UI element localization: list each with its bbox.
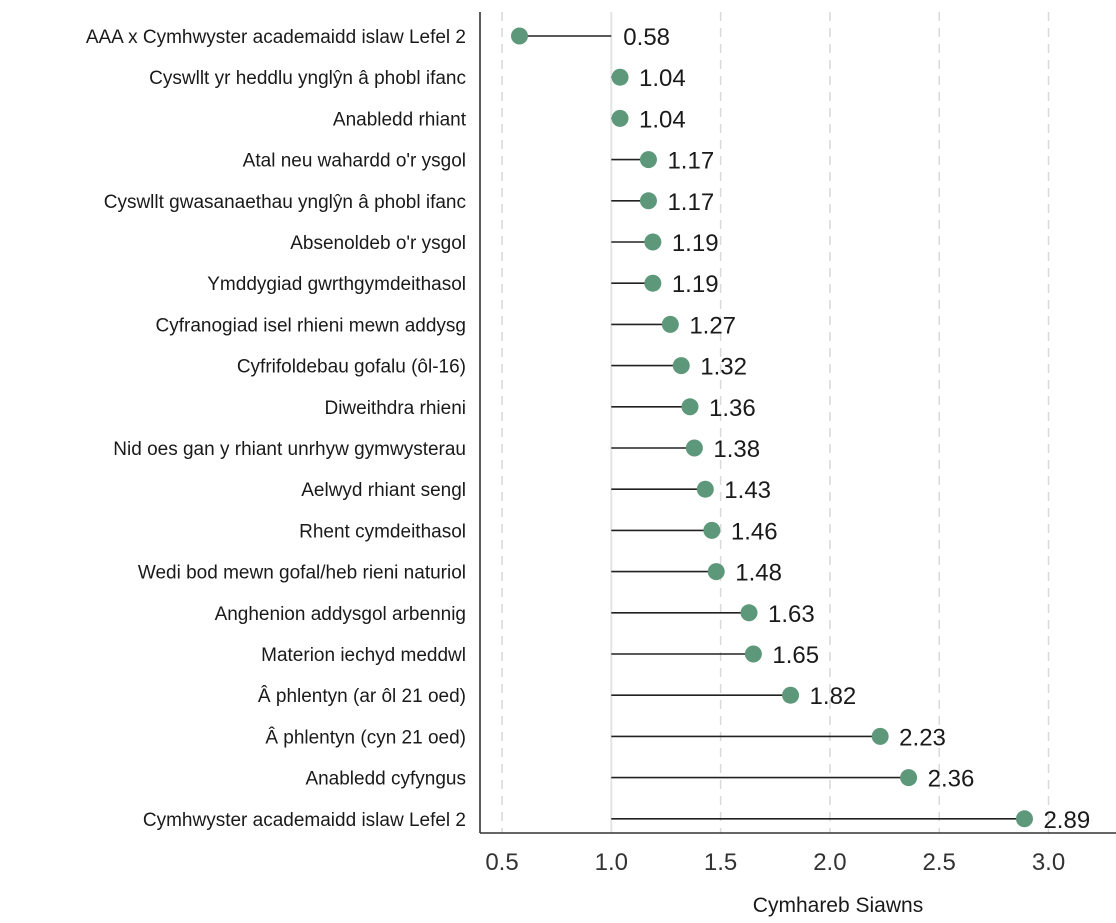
- value-label: 1.43: [724, 477, 771, 504]
- value-label: 2.36: [928, 766, 975, 793]
- category-label: Anabledd cyfyngus: [305, 769, 466, 790]
- category-label: Cymhwyster academaidd islaw Lefel 2: [143, 810, 466, 831]
- category-label: AAA x Cymhwyster academaidd islaw Lefel …: [86, 27, 466, 48]
- stem-layer: [519, 35, 1025, 820]
- category-label: Anabledd rhiant: [333, 109, 467, 130]
- category-label: Â phlentyn (ar ôl 21 oed): [258, 685, 466, 707]
- x-tick-label: 2.0: [813, 849, 846, 876]
- category-label: Cyfrifoldebau gofalu (ôl-16): [237, 357, 466, 378]
- lollipop-marker: [672, 357, 690, 375]
- value-label: 1.32: [700, 354, 747, 381]
- lollipop-marker: [740, 604, 758, 622]
- lollipop-marker: [1015, 810, 1033, 828]
- category-label: Â phlentyn (cyn 21 oed): [265, 726, 466, 748]
- lollipop-marker: [644, 274, 662, 292]
- value-label: 1.65: [772, 642, 819, 669]
- x-tick-label: 2.5: [923, 849, 956, 876]
- category-label: Cyfranogiad isel rhieni mewn addysg: [156, 315, 467, 336]
- x-tick-label: 0.5: [485, 849, 518, 876]
- lollipop-marker: [611, 68, 629, 86]
- value-label: 1.04: [639, 65, 686, 92]
- grid-layer: [501, 12, 1050, 833]
- value-label: 0.58: [623, 24, 670, 51]
- marker-layer: [510, 27, 1033, 828]
- value-label: 1.38: [713, 436, 760, 463]
- category-label: Diweithdra rhieni: [324, 398, 466, 419]
- lollipop-marker: [639, 151, 657, 169]
- value-label: 1.46: [731, 518, 778, 545]
- value-label: 1.19: [672, 230, 719, 257]
- x-tick-labels: 0.5 1.0 1.5 2.0 2.5 3.0: [485, 849, 1065, 876]
- value-label: 1.19: [672, 271, 719, 298]
- lollipop-marker: [681, 398, 699, 416]
- value-label: 1.36: [709, 395, 756, 422]
- value-label: 1.63: [768, 601, 815, 628]
- category-label: Cyswllt gwasanaethau ynglŷn â phobl ifan…: [104, 192, 466, 213]
- lollipop-marker: [685, 439, 703, 457]
- lollipop-marker: [707, 563, 725, 581]
- category-label: Materion iechyd meddwl: [261, 645, 466, 666]
- value-label: 1.27: [689, 312, 736, 339]
- value-label: 1.48: [735, 560, 782, 587]
- lollipop-marker: [782, 686, 800, 704]
- category-label: Wedi bod mewn gofal/heb rieni naturiol: [138, 563, 466, 584]
- category-label: Aelwyd rhiant sengl: [301, 480, 466, 501]
- lollipop-marker: [703, 521, 721, 539]
- value-labels: 0.58 1.04 1.04 1.17 1.17 1.19 1.19 1.27 1.32 1.36…: [623, 24, 1090, 834]
- category-labels: AAA x Cymhwyster academaidd islaw Lefel …: [86, 27, 467, 831]
- value-label: 1.82: [810, 683, 857, 710]
- value-label: 1.17: [667, 189, 714, 216]
- lollipop-marker: [644, 233, 662, 251]
- lollipop-marker: [661, 315, 679, 333]
- lollipop-marker: [639, 192, 657, 210]
- lollipop-marker: [696, 480, 714, 498]
- category-label: Atal neu wahardd o'r ysgol: [243, 151, 466, 172]
- x-axis-title: Cymhareb Siawns: [753, 894, 923, 917]
- x-tick-label: 1.5: [704, 849, 737, 876]
- category-label: Cyswllt yr heddlu ynglŷn â phobl ifanc: [149, 68, 466, 89]
- value-label: 2.89: [1043, 807, 1090, 834]
- value-label: 1.04: [639, 106, 686, 133]
- value-label: 1.17: [667, 148, 714, 175]
- category-label: Ymddygiad gwrthgymdeithasol: [207, 274, 466, 295]
- axes: [479, 12, 1116, 834]
- value-label: 2.23: [899, 724, 946, 751]
- category-label: Absenoldeb o'r ysgol: [290, 233, 466, 254]
- x-tick-label: 1.0: [595, 849, 628, 876]
- category-label: Rhent cymdeithasol: [299, 521, 466, 542]
- lollipop-marker: [871, 727, 889, 745]
- category-label: Anghenion addysgol arbennig: [215, 604, 466, 625]
- x-tick-label: 3.0: [1032, 849, 1065, 876]
- lollipop-marker: [900, 769, 918, 787]
- category-label: Nid oes gan y rhiant unrhyw gymwysterau: [113, 439, 466, 460]
- lollipop-marker: [510, 27, 528, 45]
- lollipop-marker: [744, 645, 762, 663]
- lollipop-marker: [611, 109, 629, 127]
